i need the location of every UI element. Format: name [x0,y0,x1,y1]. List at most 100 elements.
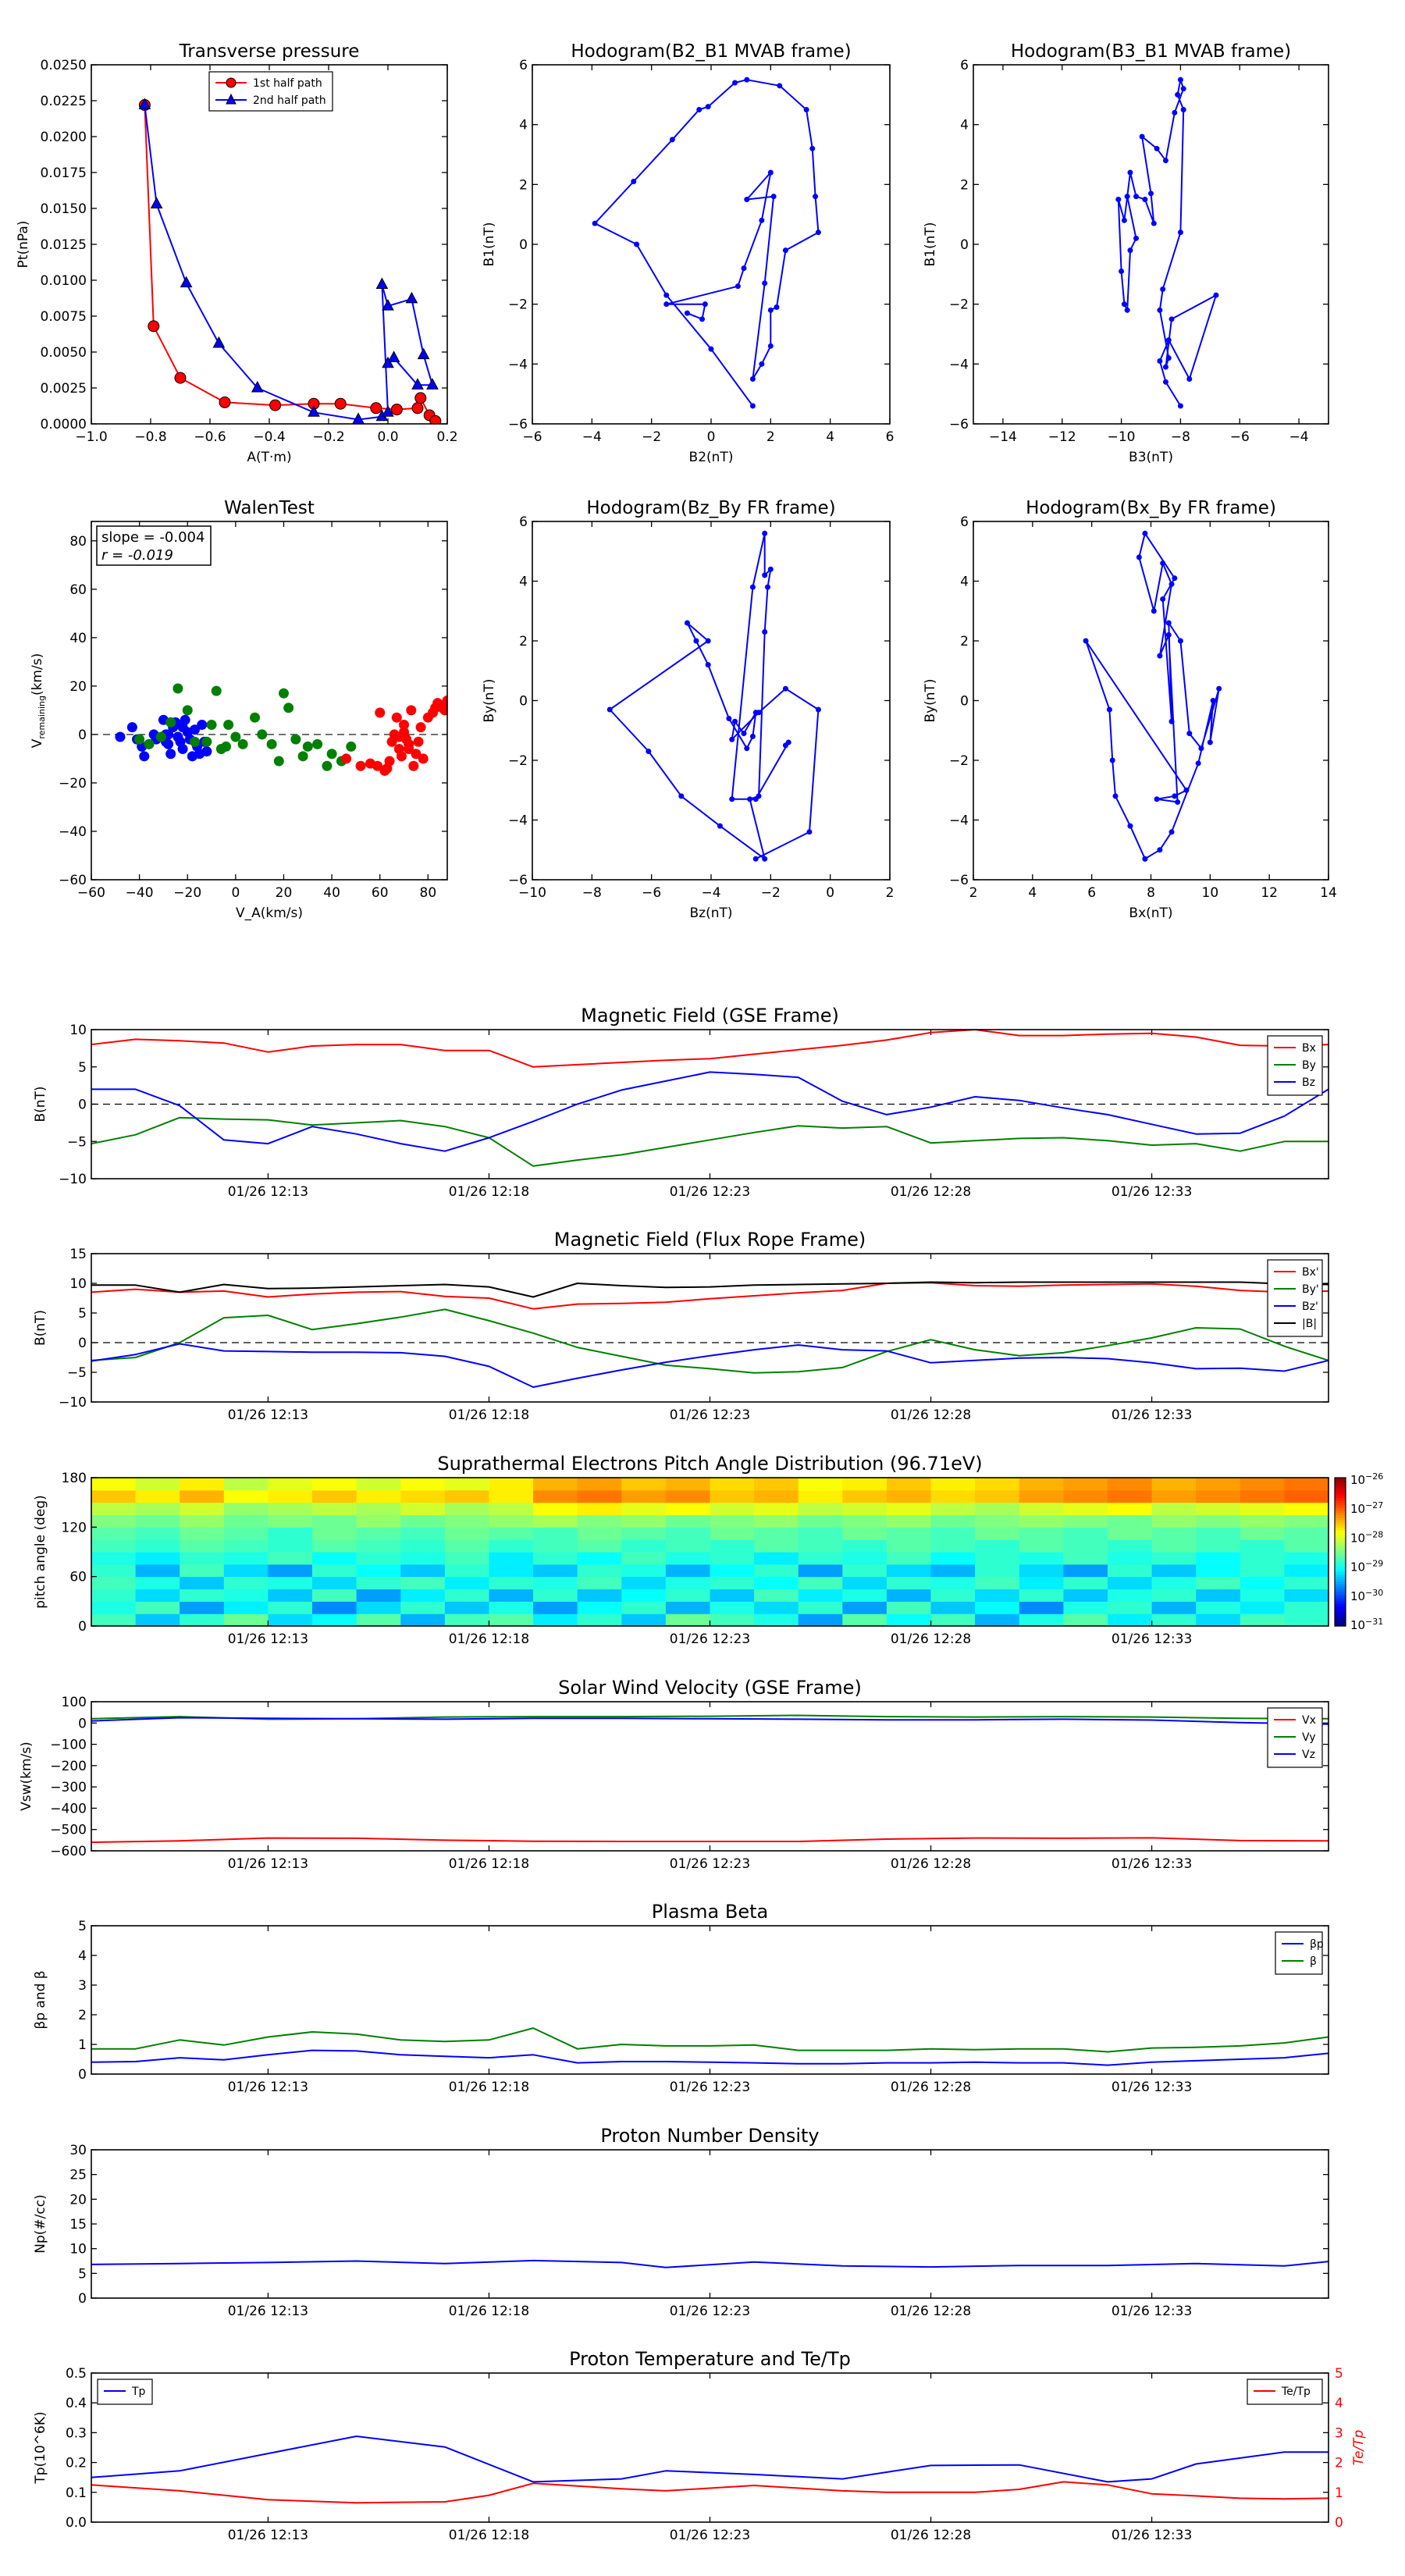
y-tick-label: 0 [519,694,528,710]
data-point [1160,286,1166,292]
data-point [370,402,382,415]
series-line-b [91,1281,1329,1298]
heatmap-cell [444,1576,490,1590]
x-tick-label: 0.2 [436,429,457,445]
heatmap-cell [886,1539,932,1553]
y-tick-label: −6 [508,417,528,432]
data-point [372,760,383,771]
heatmap-cell [1284,1514,1329,1528]
heatmap-cell [533,1564,578,1578]
legend: Bx' By' Bz' |B| [1267,1259,1323,1337]
y-tick-label: 6 [960,58,969,73]
y-tick-label-right: 1 [1335,2485,1343,2501]
y-axis-label: Pt(nPa) [16,221,31,269]
heatmap-cell [1108,1502,1153,1516]
data-point [1106,706,1112,713]
data-point [150,197,163,208]
data-point [765,584,771,590]
x-axis-label: B2(nT) [689,450,734,465]
heatmap-cell [1019,1502,1064,1516]
data-point [741,731,747,737]
heatmap-cell [798,1564,843,1578]
heatmap-cell [1063,1514,1108,1528]
heatmap-cell [621,1614,667,1626]
data-point [415,722,426,733]
colorbar-segment [1335,1537,1346,1540]
heatmap-cell [533,1478,578,1491]
data-point [1177,229,1183,236]
plot-frame [91,64,448,425]
data-point [1157,847,1163,853]
data-point [1154,145,1160,151]
x-tick-label: 01/26 12:28 [891,2304,971,2319]
heatmap-cell [577,1576,622,1590]
heatmap-cell [886,1514,932,1528]
beta-chart: Plasma Beta 01/26 12:13 01/26 12:18 01/26 1… [33,1901,1329,2095]
heatmap-cell [444,1614,490,1626]
heatmap-cell [312,1527,357,1540]
legend-label: By' [1302,1283,1319,1296]
data-point [705,104,711,110]
data-point [752,856,759,862]
legend-label: |B| [1302,1318,1317,1330]
heatmap-cell [577,1552,622,1565]
legend-label: β [1310,1955,1317,1968]
heatmap-cell [356,1539,401,1553]
heatmap-cell [533,1576,578,1590]
y-tick-label: −5 [67,1365,87,1381]
heatmap-cell [842,1552,887,1565]
heatmap-cell [356,1489,401,1503]
x-tick-label: 01/26 12:28 [891,1856,971,1872]
x-tick-label: 6 [1087,885,1096,901]
hodogram-path [594,79,820,407]
data-point [631,179,637,184]
heatmap-cell [665,1601,711,1614]
plot-frame [91,1253,1329,1403]
heatmap-cell [1063,1564,1108,1578]
data-point [815,229,821,236]
heatmap-cell [1284,1564,1329,1578]
temp-title: Proton Temperature and Te/Tp [569,2348,851,2370]
data-point [809,145,816,151]
heatmap-cell [930,1527,976,1540]
colorbar-segment [1335,1606,1346,1610]
colorbar-segment [1335,1480,1346,1483]
heatmap-cell [665,1489,711,1503]
y-tick-label: −4 [949,813,969,829]
data-point [266,738,277,749]
heatmap-cell [665,1514,711,1528]
colorbar-segment [1335,1584,1346,1587]
heatmap-cell [1151,1589,1197,1602]
heatmap-cell [1151,1539,1197,1553]
data-point [1186,731,1193,737]
legend: 1st half path 2nd half path [208,71,333,112]
data-point [1157,653,1163,659]
y-tick-label: 0.0 [66,2515,87,2531]
heatmap-cell [930,1614,976,1626]
colorbar-segment [1335,1574,1346,1578]
data-point [606,706,613,713]
data-point [219,396,231,408]
y-tick-label: −20 [59,776,87,792]
data-point [759,361,765,367]
pad-chart: Suprathermal Electrons Pitch Angle Distr… [33,1453,1383,1647]
heatmap-cell [975,1589,1020,1602]
y-tick-label: 6 [960,514,969,530]
data-point [382,405,394,417]
heatmap-cell [1063,1576,1108,1590]
heatmap-cell [356,1564,401,1578]
data-point [1177,76,1183,83]
y-tick-label: 0.1 [66,2485,87,2501]
heatmap-cell [577,1614,622,1626]
y-tick-label-right: 3 [1335,2425,1343,2441]
beta-title: Plasma Beta [652,1901,768,1923]
x-tick-label: −12 [1048,429,1076,445]
heatmap-cell [91,1601,137,1614]
legend: βp β [1275,1931,1324,1975]
heatmap-cell [489,1489,534,1503]
y-tick-label: 0 [78,1098,87,1113]
x-tick-label: −20 [173,885,201,901]
heatmap-cell [842,1489,887,1503]
y-tick-label: 60 [69,1570,87,1585]
data-point [197,720,208,731]
